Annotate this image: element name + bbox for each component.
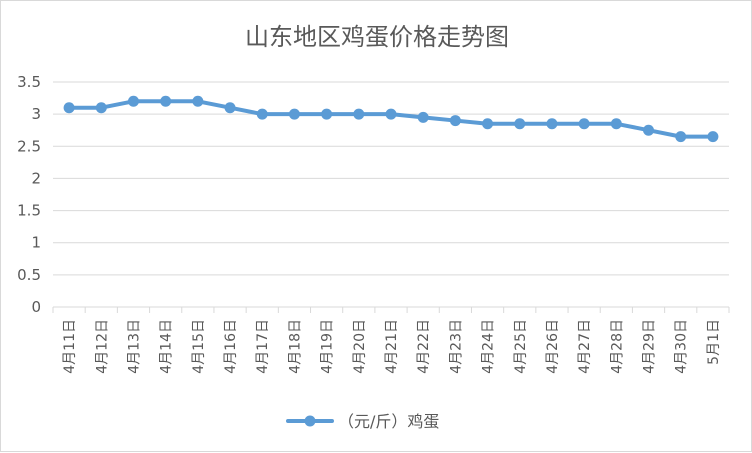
data-point [321, 108, 333, 120]
chart-title: 山东地区鸡蛋价格走势图 [245, 23, 509, 51]
data-point [192, 95, 204, 107]
data-point [160, 95, 172, 107]
data-point [385, 108, 397, 120]
x-tick-label: 4月19日 [320, 319, 336, 374]
y-tick-label: 3 [31, 105, 41, 123]
data-point [224, 102, 236, 114]
data-point [610, 118, 622, 130]
x-tick-label: 4月30日 [674, 319, 690, 374]
x-tick-label: 4月23日 [448, 319, 464, 374]
x-tick-label: 5月1日 [706, 319, 722, 365]
legend-point-marker [304, 415, 316, 427]
x-tick-label: 4月18日 [287, 319, 303, 374]
data-point [353, 108, 365, 120]
y-tick-label: 1 [31, 234, 41, 252]
x-tick-label: 4月15日 [191, 319, 207, 374]
y-tick-label: 3.5 [17, 73, 41, 91]
data-point [417, 111, 429, 123]
x-axis: 4月11日 4月12日 4月13日 4月14日 4月15日 4月16日 4月17日 4月18日… [52, 306, 730, 374]
data-point [546, 118, 558, 130]
legend: （元/斤）鸡蛋 [286, 412, 439, 431]
x-tick-label: 4月24日 [481, 319, 497, 374]
x-tick-label: 4月22日 [416, 319, 432, 374]
x-tick-label: 4月12日 [94, 319, 110, 374]
y-tick-label: 0 [31, 298, 41, 316]
x-tick-label: 4月20日 [352, 319, 368, 374]
y-tick-label: 2.5 [17, 137, 41, 155]
data-point [643, 124, 655, 136]
data-point [482, 118, 494, 130]
data-point [256, 108, 268, 120]
x-tick-label: 4月27日 [577, 319, 593, 374]
x-tick-label: 4月11日 [62, 319, 78, 374]
x-tick-label: 4月17日 [255, 319, 271, 374]
x-tick-label: 4月25日 [513, 319, 529, 374]
x-tick-label: 4月16日 [223, 319, 239, 374]
legend-label: （元/斤）鸡蛋 [338, 412, 439, 431]
x-tick-label: 4月13日 [126, 319, 142, 374]
data-point [63, 102, 75, 114]
gridlines [53, 81, 729, 308]
x-tick-label: 4月29日 [642, 319, 658, 374]
y-tick-label: 2 [31, 169, 41, 187]
data-point [514, 118, 526, 130]
y-tick-label: 0.5 [17, 266, 41, 284]
data-point [449, 115, 461, 127]
data-point [707, 131, 719, 143]
x-tick-label: 4月21日 [384, 319, 400, 374]
data-point [127, 95, 139, 107]
y-tick-label: 1.5 [17, 202, 41, 220]
data-point [288, 108, 300, 120]
series-line-group [63, 95, 719, 143]
data-point [95, 102, 107, 114]
x-tick-label: 4月28日 [609, 319, 625, 374]
data-point [578, 118, 590, 130]
x-tick-label: 4月26日 [545, 319, 561, 374]
data-point [675, 131, 687, 143]
x-tick-label: 4月14日 [159, 319, 175, 374]
y-axis: 0 0.5 1 1.5 2 2.5 3 3.5 [17, 73, 41, 316]
